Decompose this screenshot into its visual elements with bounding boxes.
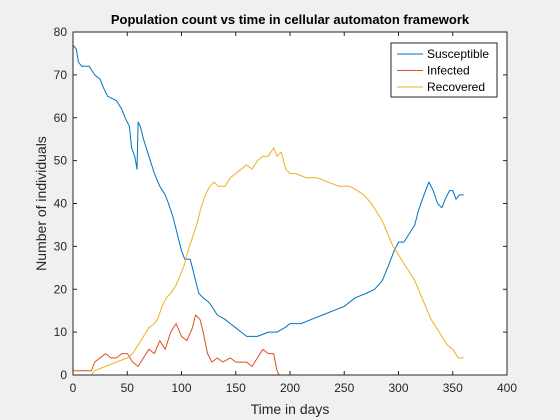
x-tick-label: 0 <box>70 381 77 395</box>
x-axis-label: Time in days <box>251 401 330 417</box>
x-tick-label: 350 <box>443 381 463 395</box>
y-tick-label: 10 <box>54 325 68 339</box>
series-line-recovered <box>73 147 464 376</box>
y-axis-label: Number of individuals <box>33 136 49 271</box>
y-tick-label: 50 <box>54 154 68 168</box>
x-tick-label: 50 <box>121 381 135 395</box>
x-tick-label: 200 <box>280 381 300 395</box>
x-tick-label: 150 <box>226 381 246 395</box>
y-tick-label: 30 <box>54 239 68 253</box>
x-tick-label: 400 <box>497 381 517 395</box>
y-tick-label: 80 <box>54 25 68 39</box>
x-tick-label: 100 <box>171 381 191 395</box>
x-tick-label: 250 <box>334 381 354 395</box>
y-tick-label: 70 <box>54 68 68 82</box>
x-tick-label: 300 <box>388 381 408 395</box>
legend: Susceptible Infected Recovered <box>390 42 498 98</box>
y-axis-ticks: 0 10 20 30 40 50 60 70 80 <box>54 25 507 382</box>
y-tick-label: 60 <box>54 111 68 125</box>
series-layer <box>72 44 464 376</box>
legend-label: Recovered <box>427 80 485 94</box>
x-axis-ticks: 0 50 100 150 200 250 300 350 400 <box>70 32 517 395</box>
legend-label: Susceptible <box>427 47 489 61</box>
series-line-infected <box>73 314 464 376</box>
legend-label: Infected <box>427 64 470 78</box>
y-tick-label: 0 <box>60 368 67 382</box>
y-tick-label: 40 <box>54 197 68 211</box>
series-line-susceptible <box>72 44 464 337</box>
y-tick-label: 20 <box>54 282 68 296</box>
chart-title: Population count vs time in cellular aut… <box>111 12 470 27</box>
